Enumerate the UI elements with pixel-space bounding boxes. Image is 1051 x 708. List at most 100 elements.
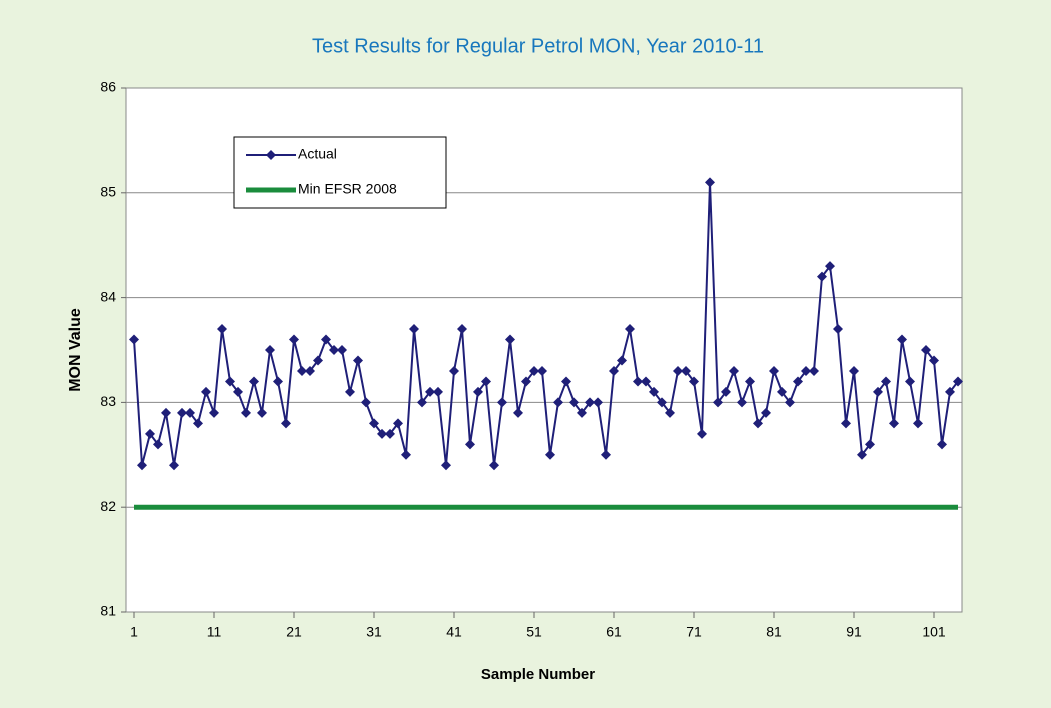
data-point bbox=[905, 376, 915, 387]
data-point bbox=[217, 324, 227, 335]
x-tick-label: 21 bbox=[286, 624, 302, 640]
data-point bbox=[193, 418, 203, 429]
legend-marker bbox=[266, 150, 276, 160]
data-point bbox=[441, 460, 451, 471]
data-point bbox=[801, 365, 811, 376]
data-point bbox=[233, 386, 243, 397]
data-point bbox=[273, 376, 283, 387]
x-tick-label: 1 bbox=[130, 624, 138, 640]
data-point bbox=[529, 365, 539, 376]
data-point bbox=[545, 449, 555, 460]
data-point bbox=[297, 365, 307, 376]
data-point bbox=[729, 365, 739, 376]
data-point bbox=[753, 418, 763, 429]
y-tick-label: 83 bbox=[100, 393, 116, 409]
data-point bbox=[409, 324, 419, 335]
x-tick-label: 31 bbox=[366, 624, 382, 640]
x-tick-label: 101 bbox=[922, 624, 946, 640]
data-point bbox=[497, 397, 507, 408]
data-point bbox=[921, 345, 931, 355]
data-point bbox=[569, 397, 579, 408]
data-point bbox=[561, 376, 571, 387]
chart-title: Test Results for Regular Petrol MON, Yea… bbox=[312, 35, 764, 57]
data-point bbox=[137, 460, 147, 471]
data-point bbox=[257, 407, 267, 418]
legend-label: Actual bbox=[298, 146, 337, 162]
data-point bbox=[641, 376, 651, 387]
y-tick-label: 86 bbox=[100, 79, 116, 95]
data-point bbox=[745, 376, 755, 387]
data-point bbox=[857, 449, 867, 460]
y-tick-label: 81 bbox=[100, 603, 116, 619]
data-point bbox=[201, 386, 211, 397]
data-point bbox=[225, 376, 235, 387]
data-point bbox=[649, 386, 659, 397]
data-point bbox=[633, 376, 643, 387]
data-point bbox=[185, 407, 195, 418]
data-point bbox=[761, 407, 771, 418]
data-point bbox=[281, 418, 291, 429]
data-point bbox=[353, 355, 363, 366]
y-tick-label: 84 bbox=[100, 288, 116, 304]
data-point bbox=[625, 324, 635, 335]
data-point bbox=[601, 449, 611, 460]
data-point bbox=[945, 386, 955, 397]
data-point bbox=[289, 334, 299, 345]
data-point bbox=[521, 376, 531, 387]
data-point bbox=[417, 397, 427, 408]
data-point bbox=[841, 418, 851, 429]
data-point bbox=[489, 460, 499, 471]
data-point bbox=[577, 407, 587, 418]
data-point bbox=[329, 345, 339, 355]
data-point bbox=[553, 397, 563, 408]
data-point bbox=[873, 386, 883, 397]
data-point bbox=[345, 386, 355, 397]
data-point bbox=[809, 365, 819, 376]
data-point bbox=[425, 386, 435, 397]
data-point bbox=[145, 428, 155, 439]
data-point bbox=[369, 418, 379, 429]
data-point bbox=[665, 407, 675, 418]
data-point bbox=[889, 418, 899, 429]
data-point bbox=[929, 355, 939, 366]
data-point bbox=[937, 439, 947, 450]
data-point bbox=[849, 365, 859, 376]
x-tick-label: 91 bbox=[846, 624, 862, 640]
data-point bbox=[697, 428, 707, 439]
data-point bbox=[953, 376, 963, 387]
data-point bbox=[593, 397, 603, 408]
data-point bbox=[313, 355, 323, 366]
data-point bbox=[721, 386, 731, 397]
data-point bbox=[249, 376, 259, 387]
data-point bbox=[361, 397, 371, 408]
data-point bbox=[241, 407, 251, 418]
data-point bbox=[377, 428, 387, 439]
data-point bbox=[513, 407, 523, 418]
data-point bbox=[537, 365, 547, 376]
data-point bbox=[321, 334, 331, 345]
x-tick-label: 71 bbox=[686, 624, 702, 640]
x-tick-label: 11 bbox=[207, 624, 222, 640]
data-point bbox=[793, 376, 803, 387]
data-point bbox=[817, 271, 827, 282]
data-point bbox=[209, 407, 219, 418]
data-point bbox=[705, 177, 715, 188]
data-point bbox=[449, 365, 459, 376]
data-point bbox=[401, 449, 411, 460]
data-point bbox=[913, 418, 923, 429]
data-point bbox=[785, 397, 795, 408]
data-point bbox=[305, 365, 315, 376]
data-point bbox=[505, 334, 515, 345]
data-point bbox=[473, 386, 483, 397]
series-line bbox=[133, 182, 959, 466]
x-tick-label: 61 bbox=[606, 624, 622, 640]
legend-box bbox=[233, 136, 447, 209]
x-tick-label: 51 bbox=[526, 624, 542, 640]
data-point bbox=[393, 418, 403, 429]
x-tick-label: 81 bbox=[766, 624, 782, 640]
y-tick-label: 82 bbox=[100, 498, 116, 514]
data-point bbox=[865, 439, 875, 450]
data-point bbox=[673, 365, 683, 376]
data-point bbox=[609, 365, 619, 376]
